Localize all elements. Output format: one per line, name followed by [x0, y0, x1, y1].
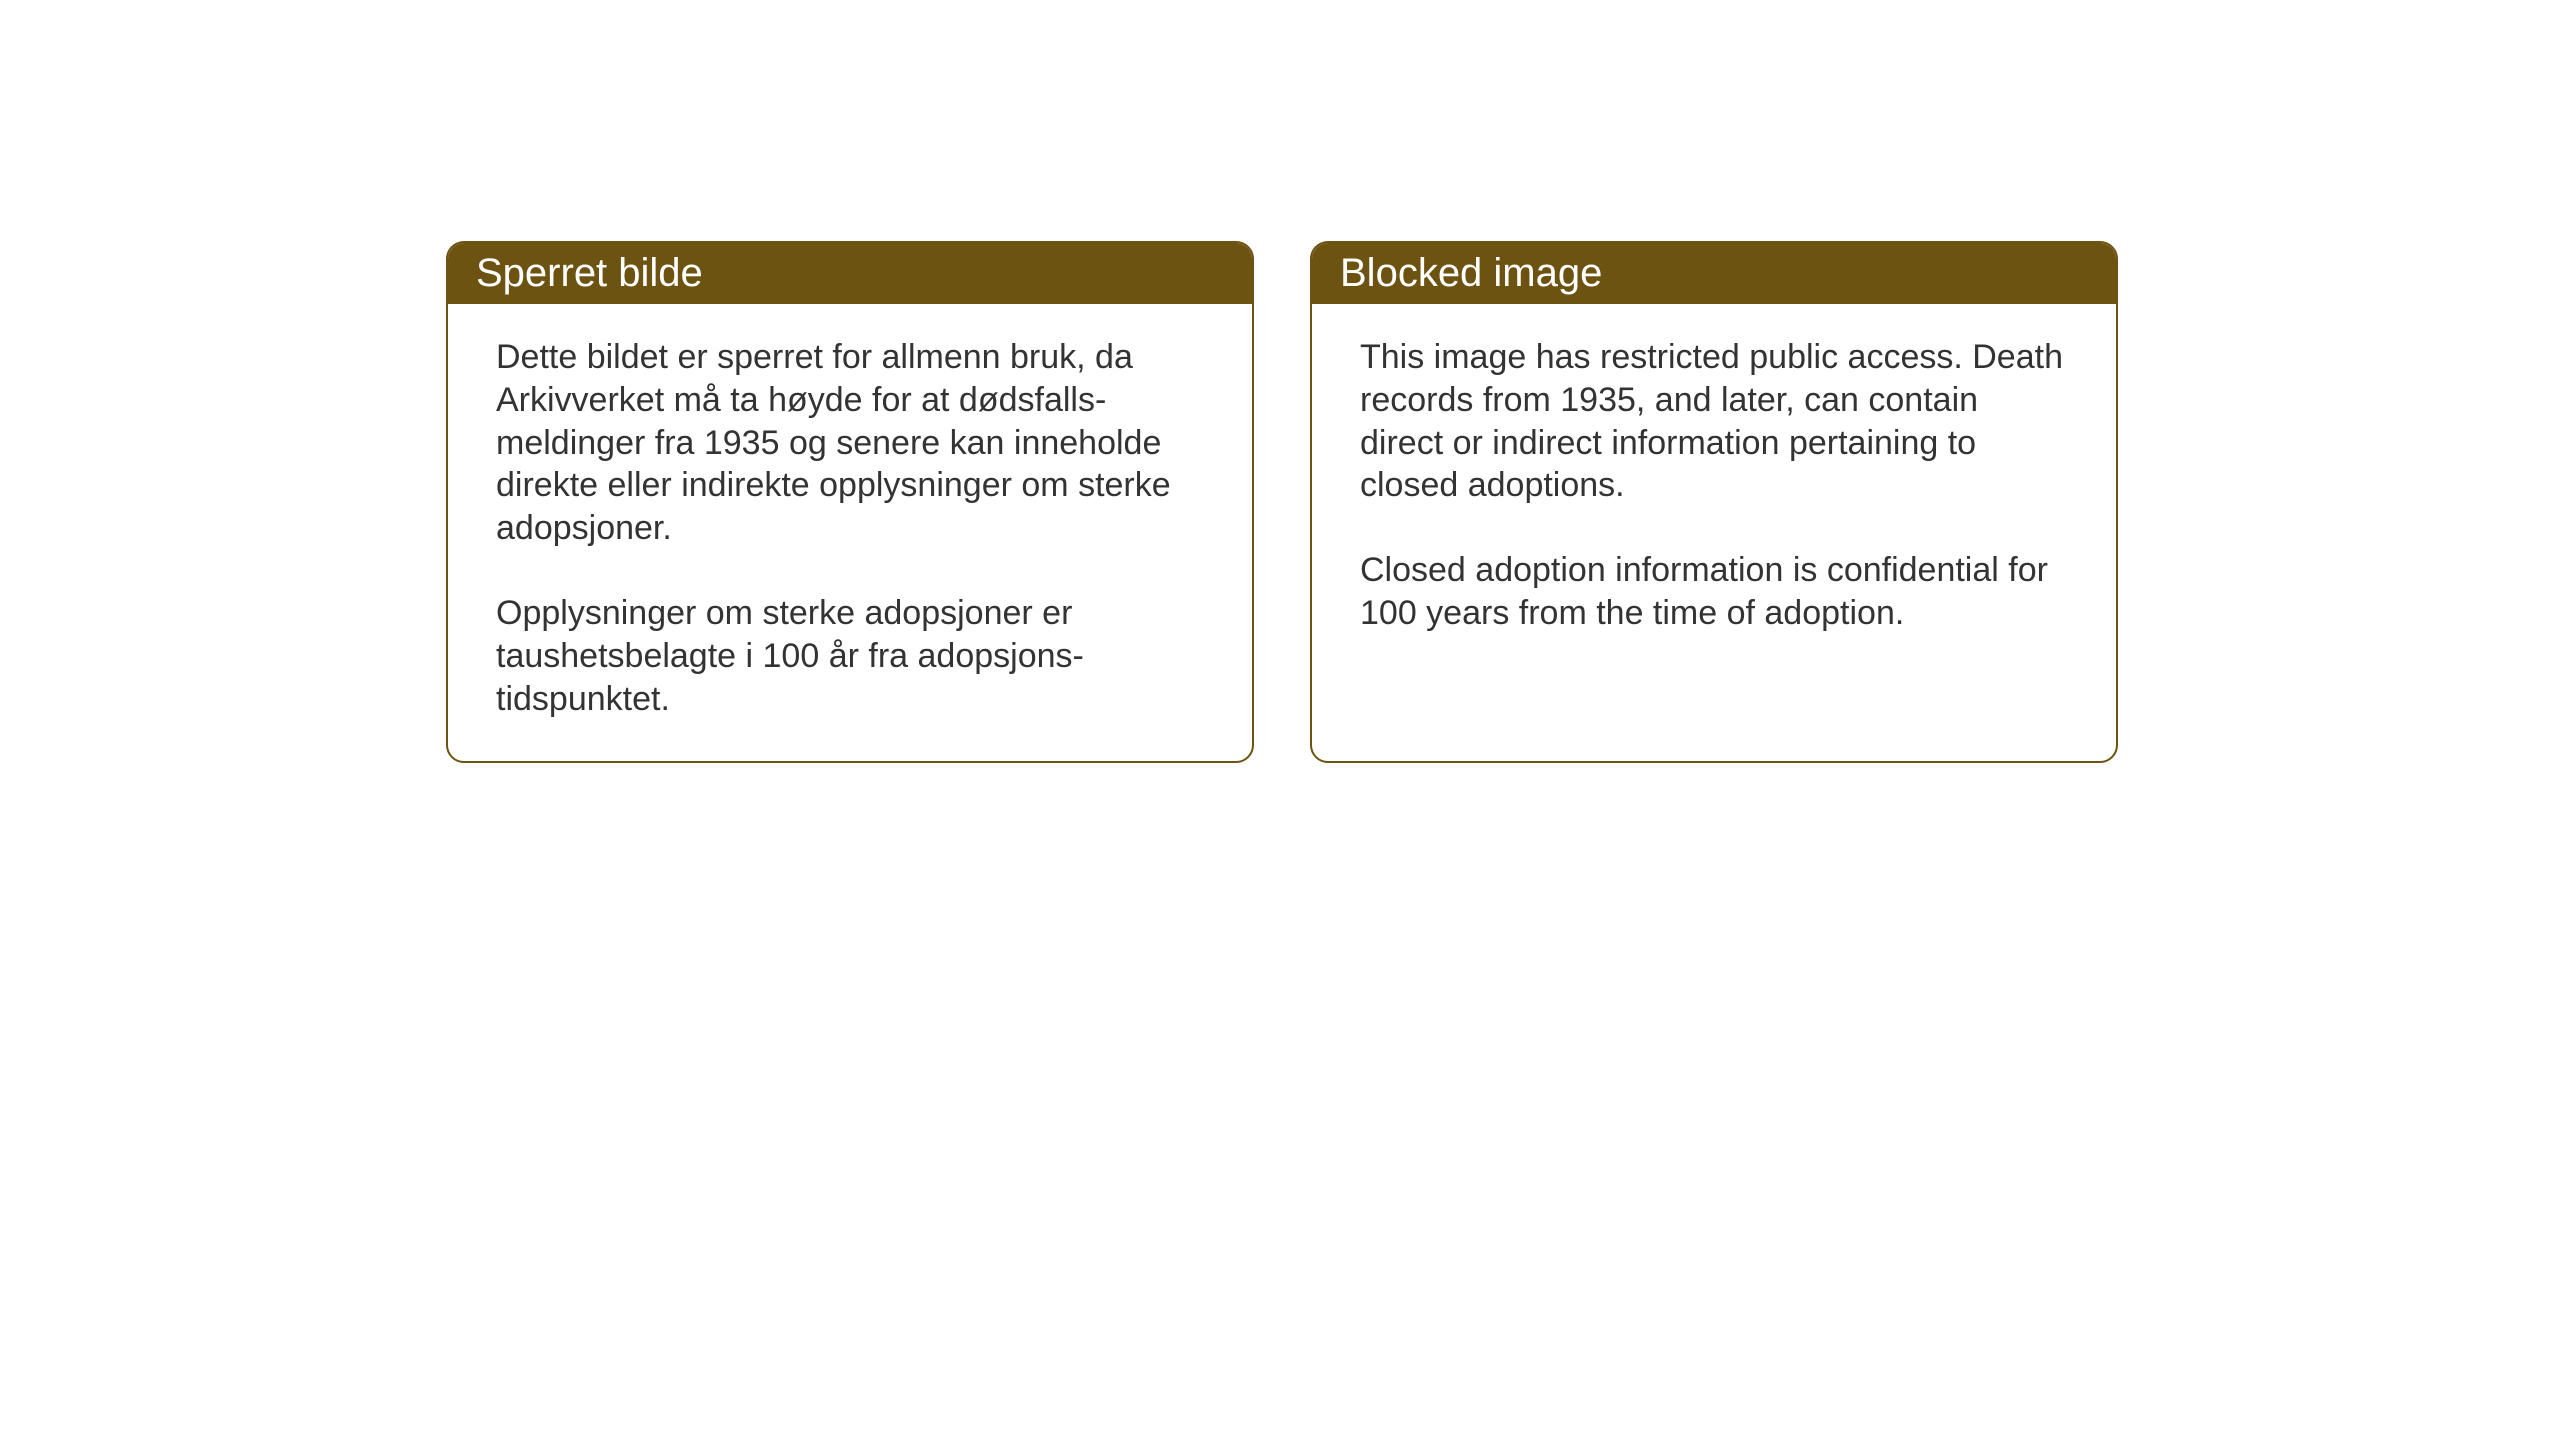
card-header-norwegian: Sperret bilde	[448, 243, 1252, 304]
cards-container: Sperret bilde Dette bildet er sperret fo…	[446, 241, 2118, 763]
card-body-english: This image has restricted public access.…	[1312, 304, 2116, 675]
card-header-english: Blocked image	[1312, 243, 2116, 304]
card-title-english: Blocked image	[1340, 251, 1602, 295]
card-norwegian: Sperret bilde Dette bildet er sperret fo…	[446, 241, 1254, 763]
paragraph-1-norwegian: Dette bildet er sperret for allmenn bruk…	[496, 336, 1204, 550]
paragraph-1-english: This image has restricted public access.…	[1360, 336, 2068, 507]
card-body-norwegian: Dette bildet er sperret for allmenn bruk…	[448, 304, 1252, 761]
paragraph-2-english: Closed adoption information is confident…	[1360, 549, 2068, 635]
card-english: Blocked image This image has restricted …	[1310, 241, 2118, 763]
paragraph-2-norwegian: Opplysninger om sterke adopsjoner er tau…	[496, 592, 1204, 720]
card-title-norwegian: Sperret bilde	[476, 251, 703, 295]
